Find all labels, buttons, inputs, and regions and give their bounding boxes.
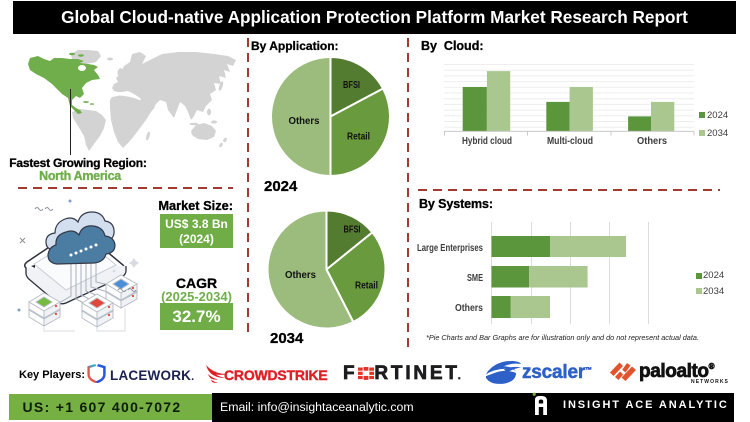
svg-text:Others: Others [289,116,320,127]
svg-text:Retail: Retail [355,281,378,292]
svg-text:SME: SME [467,273,483,284]
svg-text:Others: Others [285,270,316,281]
svg-text:Large Enterprises: Large Enterprises [417,243,483,254]
svg-text:Retail: Retail [347,132,370,143]
svg-text:Others: Others [455,303,483,314]
svg-text:BFSI: BFSI [343,80,360,91]
svg-text:Others: Others [637,136,667,147]
svg-text:Multi-cloud: Multi-cloud [547,136,593,147]
svg-text:BFSI: BFSI [344,225,361,236]
svg-text:Hybrid cloud: Hybrid cloud [462,136,512,147]
